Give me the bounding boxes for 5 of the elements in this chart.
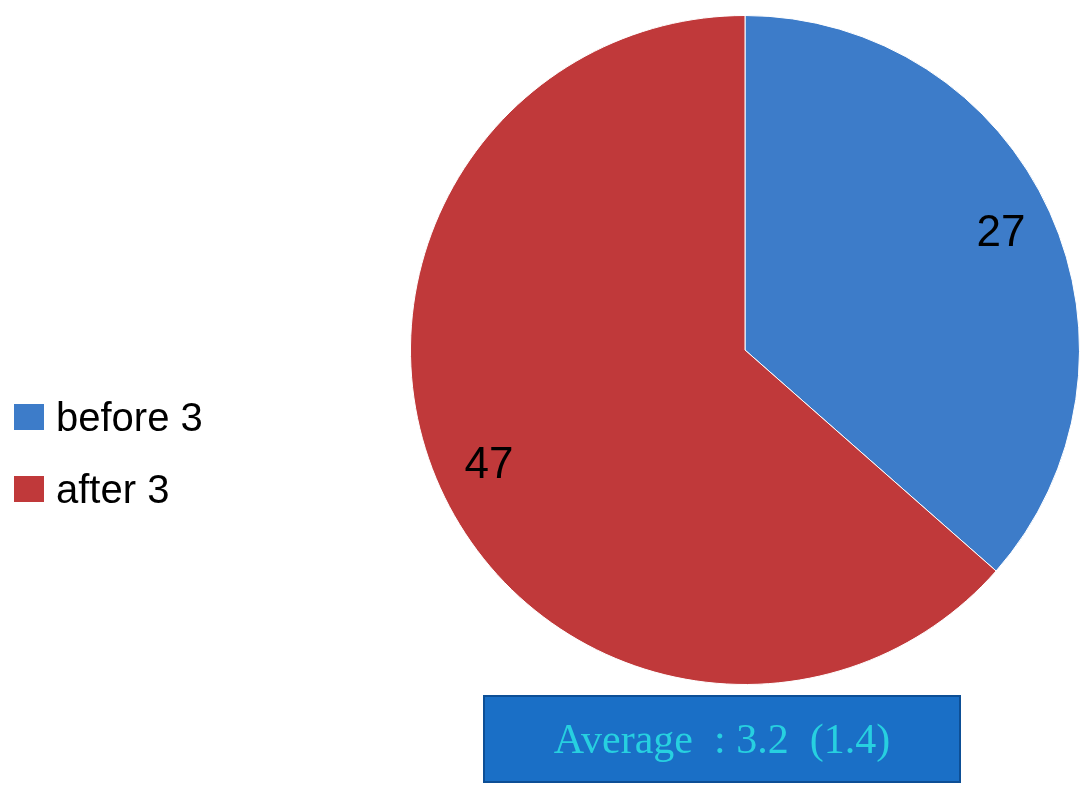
legend-label: after 3 bbox=[56, 466, 170, 512]
text: Average : 3.2 (1.4) bbox=[483, 695, 961, 783]
data-label: 47 bbox=[464, 437, 514, 487]
legend-label: before 3 bbox=[56, 394, 203, 440]
data-label: 27 bbox=[976, 206, 1026, 256]
